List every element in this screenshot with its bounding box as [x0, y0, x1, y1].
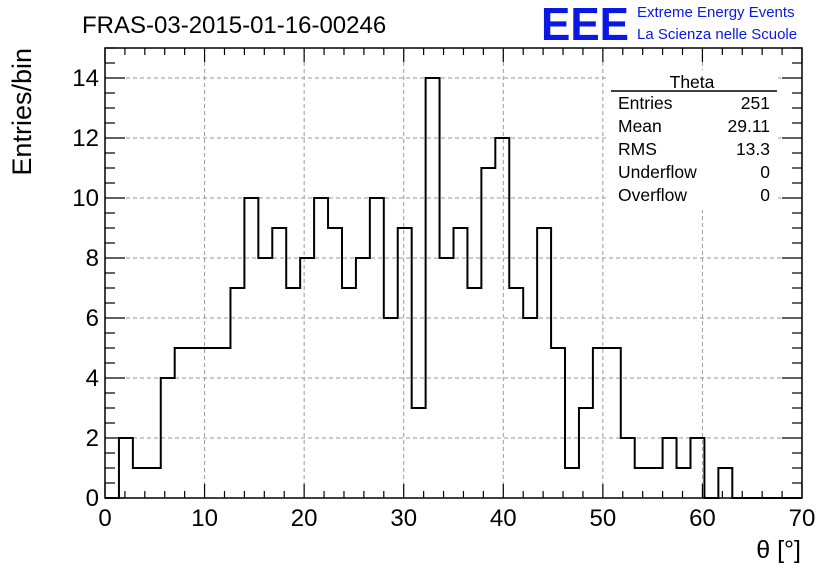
stats-box-background [608, 70, 778, 210]
eee-logo: EEE Extreme Energy Events La Scienza nel… [541, 0, 797, 50]
stats-box: Theta Entries 251 Mean 29.11 RMS 13.3 Underflo… [608, 70, 778, 210]
x-tick-label: 70 [789, 505, 816, 532]
stats-value: 0 [760, 185, 770, 205]
x-axis-label: θ [°] [756, 536, 801, 564]
stats-value: 13.3 [736, 139, 770, 159]
x-tick-label: 10 [191, 505, 218, 532]
x-tick-label: 50 [590, 505, 617, 532]
logo-line2: La Scienza nelle Scuole [637, 26, 797, 43]
histogram-line [105, 77, 802, 499]
y-tick-label: 2 [86, 425, 99, 452]
stats-value: 0 [760, 162, 770, 182]
stats-label: Entries [618, 93, 673, 113]
stats-box-title: Theta [670, 72, 715, 92]
stats-label: Overflow [618, 185, 687, 205]
chart-title: FRAS-03-2015-01-16-00246 [82, 12, 386, 39]
y-tick-label: 4 [86, 365, 99, 392]
grid-lines [105, 48, 802, 498]
y-tick-label: 6 [86, 305, 99, 332]
x-tick-label: 40 [490, 505, 517, 532]
y-tick-label: 12 [72, 125, 99, 152]
axis-ticks [104, 47, 803, 499]
y-tick-label: 10 [72, 185, 99, 212]
logo-mark: EEE [541, 0, 629, 50]
y-tick-labels: 0 2 4 6 8 10 12 14 [72, 65, 99, 512]
x-tick-label: 20 [291, 505, 318, 532]
y-axis-label: Entries/bin [7, 48, 37, 176]
stats-value: 251 [741, 93, 770, 113]
stats-label: Underflow [618, 162, 697, 182]
x-tick-labels: 0 10 20 30 40 50 60 70 [98, 505, 815, 532]
y-tick-label: 0 [86, 485, 99, 512]
x-tick-label: 0 [98, 505, 111, 532]
x-tick-label: 60 [689, 505, 716, 532]
x-tick-label: 30 [390, 505, 417, 532]
stats-label: Mean [618, 116, 662, 136]
y-tick-label: 8 [86, 245, 99, 272]
logo-line1: Extreme Energy Events [637, 4, 795, 21]
stats-value: 29.11 [728, 116, 771, 136]
y-tick-label: 14 [72, 65, 99, 92]
stats-box-rows: Entries 251 Mean 29.11 RMS 13.3 Underflow 0 Over… [618, 93, 770, 205]
stats-label: RMS [618, 139, 657, 159]
